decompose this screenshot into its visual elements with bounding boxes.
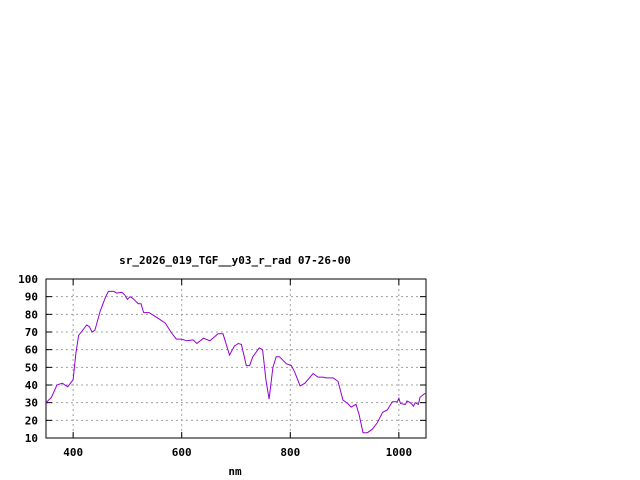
series-group — [45, 290, 426, 434]
tick-labels: 400 600 800 1000 10 20 30 40 50 60 70 80 90 100 — [18, 273, 412, 459]
y-tick-label: 10 — [25, 432, 38, 445]
x-axis-label: nm — [228, 465, 242, 478]
y-tick-label: 90 — [25, 291, 38, 304]
y-tick-label: 70 — [25, 326, 38, 339]
y-tick-label: 60 — [25, 344, 38, 357]
chart-title: sr_2026_019_TGF__y03_r_rad 07-26-00 — [119, 254, 351, 267]
y-tick-label: 30 — [25, 397, 38, 410]
series-line — [45, 290, 426, 434]
y-tick-label: 40 — [25, 379, 38, 392]
y-tick-label: 20 — [25, 414, 38, 427]
x-tick-label: 800 — [280, 446, 300, 459]
y-tick-label: 50 — [25, 361, 38, 374]
x-tick-label: 400 — [63, 446, 83, 459]
ticks — [46, 278, 426, 439]
x-tick-label: 1000 — [386, 446, 413, 459]
y-tick-label: 80 — [25, 308, 38, 321]
x-tick-label: 600 — [172, 446, 192, 459]
plot-border — [45, 278, 427, 439]
y-tick-label: 100 — [18, 273, 38, 286]
grid — [46, 279, 426, 438]
